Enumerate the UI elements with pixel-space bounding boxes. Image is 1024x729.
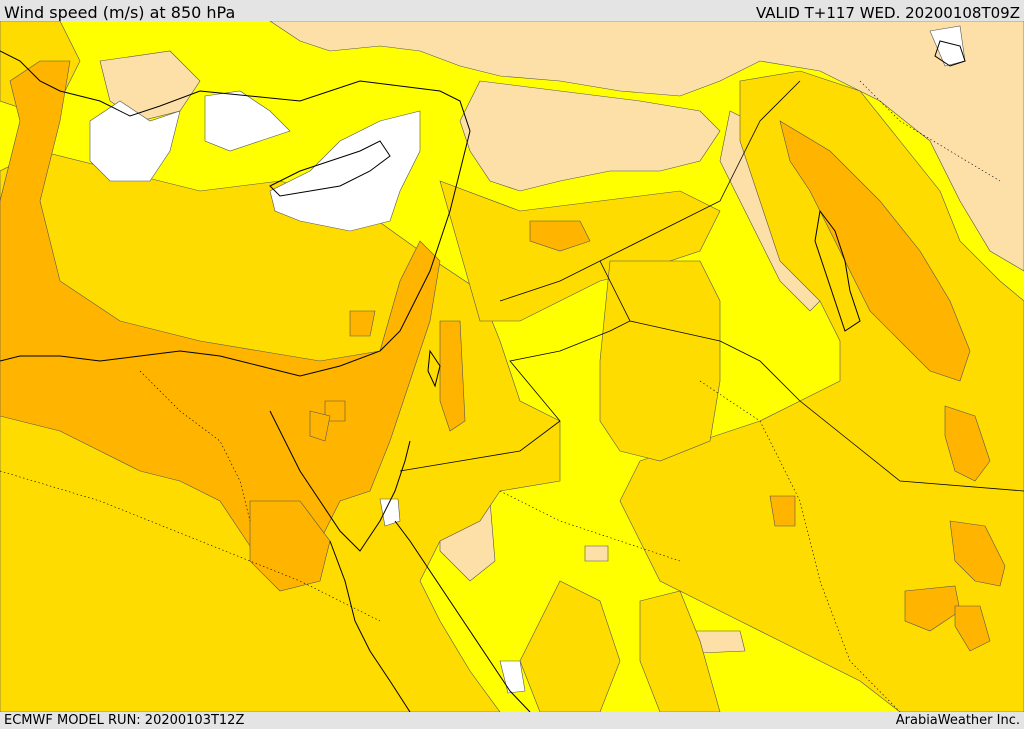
province-borders <box>0 80 1001 712</box>
brand-credit: ArabiaWeather Inc. <box>895 713 1020 728</box>
country-borders <box>399 80 1024 492</box>
coastlines <box>0 40 966 712</box>
field-strong-regions <box>0 60 1006 652</box>
header-bar: Wind speed (m/s) at 850 hPa VALID T+117 … <box>0 0 1024 22</box>
field-calm-regions <box>89 25 966 694</box>
map-title: Wind speed (m/s) at 850 hPa <box>4 3 236 22</box>
footer-bar: ECMWF MODEL RUN: 20200103T12Z ArabiaWeat… <box>0 712 1024 729</box>
valid-time: VALID T+117 WED. 20200108T09Z <box>755 4 1020 22</box>
wind-speed-map[interactable] <box>0 21 1024 712</box>
map-canvas <box>0 21 1024 712</box>
model-run: ECMWF MODEL RUN: 20200103T12Z <box>4 713 245 728</box>
